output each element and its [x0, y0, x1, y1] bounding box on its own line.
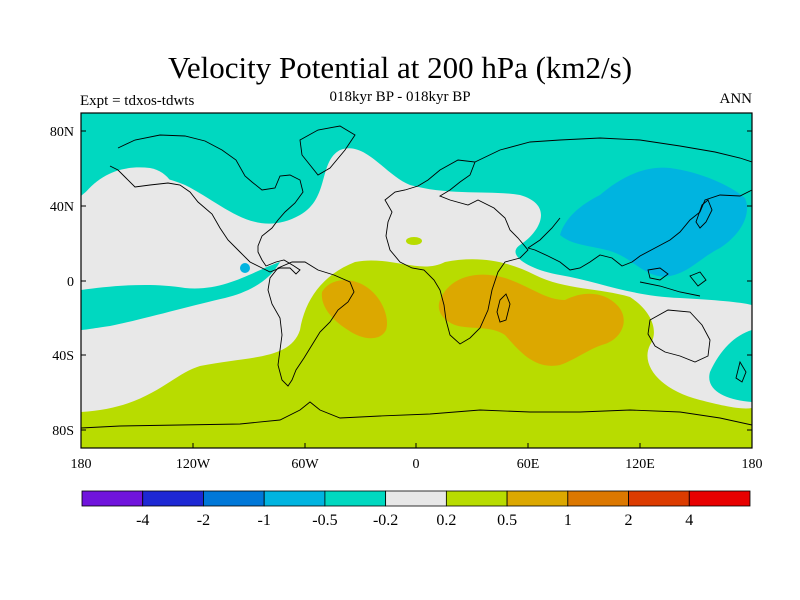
lat-label: 80N: [50, 125, 74, 140]
lon-label: 0: [413, 457, 420, 472]
lon-label: 180: [71, 457, 92, 472]
colorbar-label: 4: [685, 512, 693, 529]
colorbar-swatch: [263, 490, 326, 507]
field-near-zero-pacific: [81, 167, 179, 228]
colorbar-swatch: [142, 490, 204, 507]
colorbar-label: -0.2: [373, 512, 398, 529]
lon-label: 120W: [176, 457, 211, 472]
colorbar-swatch: [506, 490, 569, 507]
colorbar-swatch: [628, 490, 690, 507]
colorbar-swatch: [203, 490, 265, 507]
lon-label: 180: [742, 457, 763, 472]
coastlines: [81, 125, 752, 429]
lon-label: 60E: [517, 457, 540, 472]
colorbar-label: -0.5: [312, 512, 337, 529]
lat-label: 0: [67, 275, 74, 290]
colorbar-label: -4: [136, 512, 149, 529]
colorbar-swatch: [445, 490, 508, 507]
season-label: ANN: [719, 91, 753, 107]
colorbar-label: 2: [625, 512, 633, 529]
colorbar-label: -2: [197, 512, 210, 529]
colorbar-swatch: [324, 490, 387, 507]
lon-tick-marks: [80, 443, 753, 448]
field-positive-mid-africa: [438, 274, 624, 366]
colorbar-swatch: [567, 490, 629, 507]
field-negative-equatorial: [81, 262, 280, 330]
field-positive-small: [406, 237, 422, 245]
colorbar-swatch: [688, 490, 751, 507]
field-negative-small: [240, 263, 250, 273]
lat-tick-marks: [81, 130, 752, 431]
experiment-label: Expt = tdxos-tdwts: [80, 93, 195, 109]
map-title: Velocity Potential at 200 hPa (km2/s): [167, 50, 633, 85]
colorbar-label: 0.2: [436, 512, 456, 529]
lat-label: 40S: [52, 349, 74, 364]
map-field: [81, 113, 752, 448]
colorbar-swatch: [81, 490, 144, 507]
colorbar-label: -1: [258, 512, 271, 529]
field-negative-mid-asia: [560, 167, 748, 277]
lon-label: 60W: [291, 457, 319, 472]
map-subtitle: 018kyr BP - 018kyr BP: [329, 89, 471, 105]
colorbar-label: 1: [564, 512, 572, 529]
colorbar-swatch: [385, 490, 447, 507]
lon-label: 120E: [625, 457, 655, 472]
colorbar: -4 -2 -1 -0.5 -0.2 0.2 0.5 1 2 4: [81, 490, 751, 529]
field-positive-mid-samerica: [321, 280, 388, 339]
lat-label: 40N: [50, 200, 74, 215]
lat-label: 80S: [52, 424, 74, 439]
colorbar-label: 0.5: [497, 512, 517, 529]
